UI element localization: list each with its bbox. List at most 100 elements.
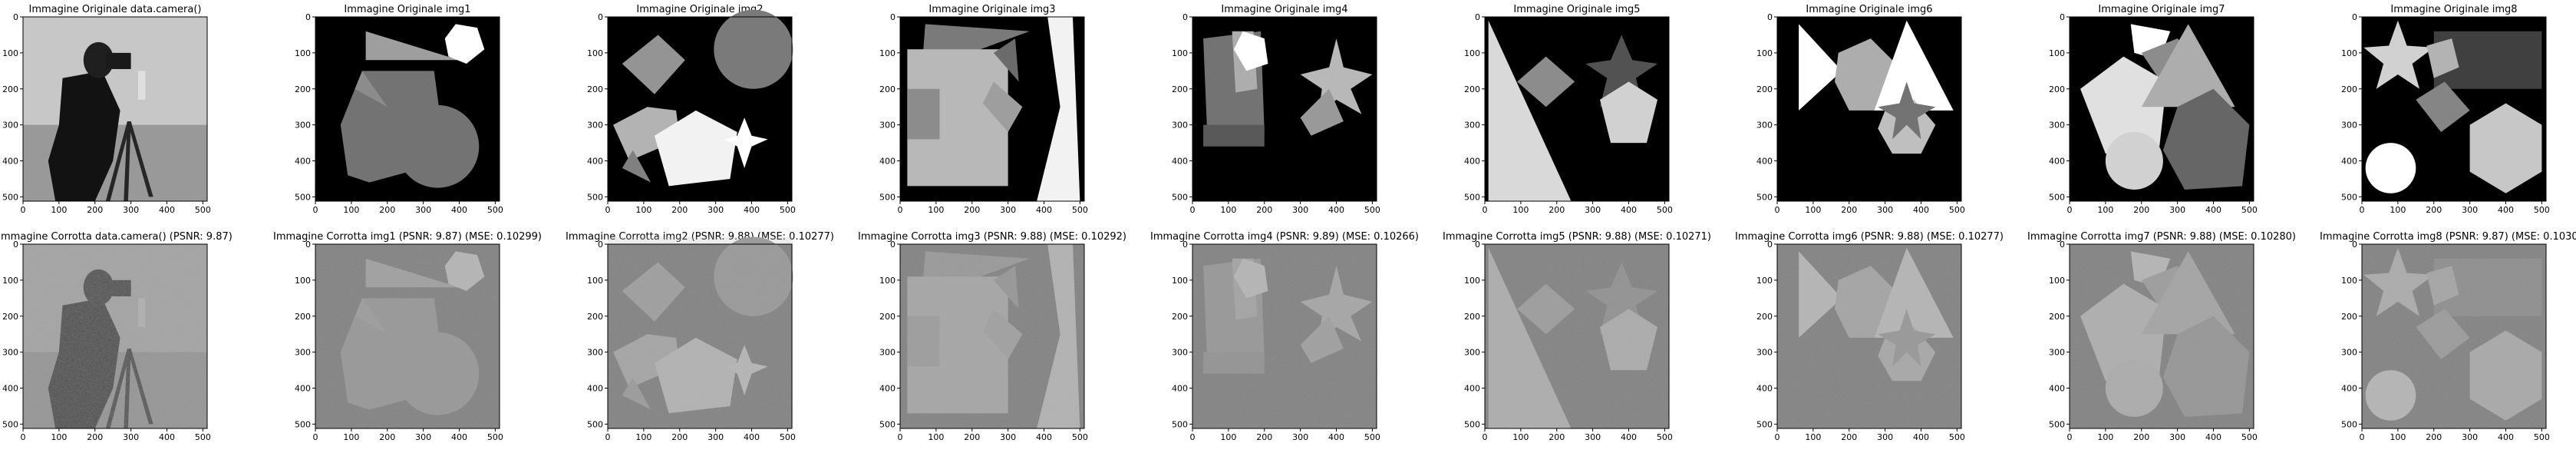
subplot-title: Immagine Corrotta img8 (PSNR: 9.87) (MSE… bbox=[2320, 231, 2576, 243]
x-tick-label: 500 bbox=[780, 205, 796, 215]
axes-frame bbox=[315, 16, 500, 202]
x-tick-label: 0 bbox=[21, 432, 26, 442]
subplot-title: Immagine Corrotta img4 (PSNR: 9.89) (MSE… bbox=[1150, 231, 1419, 243]
y-tick-label: 400 bbox=[587, 157, 603, 167]
y-tick-label: 0 bbox=[598, 12, 603, 22]
shape-circle bbox=[2365, 143, 2416, 193]
image-content bbox=[608, 236, 793, 428]
shape-star bbox=[2363, 20, 2434, 89]
y-tick-label: 100 bbox=[2049, 276, 2065, 286]
subplot-corrupted-7: Immagine Corrotta img6 (PSNR: 9.88) (MSE… bbox=[1735, 231, 2004, 442]
x-tick-label: 0 bbox=[2067, 205, 2073, 215]
image-content bbox=[608, 9, 793, 201]
subplot-title: Immagine Corrotta data.camera() (PSNR: 9… bbox=[0, 231, 233, 243]
x-tick-label: 100 bbox=[928, 205, 944, 215]
shape-hexagon bbox=[2162, 316, 2250, 417]
subplot-title: Immagine Originale img3 bbox=[928, 4, 1055, 15]
x-tick-label: 0 bbox=[605, 205, 611, 215]
x-tick-label: 0 bbox=[1483, 432, 1488, 442]
y-tick-label: 500 bbox=[1172, 419, 1188, 429]
y-tick-label: 400 bbox=[1464, 384, 1480, 394]
subplot-corrupted-2: Immagine Corrotta img1 (PSNR: 9.87) (MSE… bbox=[273, 231, 542, 442]
x-tick-label: 0 bbox=[898, 432, 903, 442]
shape-hourglass bbox=[1037, 244, 1080, 428]
subplot-corrupted-3: Immagine Corrotta img2 (PSNR: 9.88) (MSE… bbox=[566, 231, 834, 442]
y-tick-label: 400 bbox=[2341, 157, 2357, 167]
shape-hexagon bbox=[444, 24, 485, 64]
x-tick-label: 400 bbox=[1621, 432, 1637, 442]
x-tick-label: 0 bbox=[1190, 205, 1196, 215]
x-tick-label: 200 bbox=[964, 432, 980, 442]
x-tick-label: 300 bbox=[1585, 432, 1601, 442]
shape-triangle bbox=[1488, 247, 1572, 428]
axes-frame bbox=[1776, 16, 1962, 202]
shape-diamond bbox=[1300, 316, 1344, 363]
subplot-corrupted-9: Immagine Corrotta img8 (PSNR: 9.87) (MSE… bbox=[2320, 231, 2576, 442]
x-tick-label: 500 bbox=[1949, 432, 1965, 442]
shape-pentagon bbox=[654, 337, 737, 414]
x-tick-label: 400 bbox=[2205, 432, 2221, 442]
y-tick-label: 300 bbox=[2, 348, 18, 358]
shape-triangle bbox=[1874, 247, 1954, 338]
shape-pentagon bbox=[2080, 56, 2167, 154]
y-tick-label: 200 bbox=[1464, 84, 1480, 94]
x-tick-label: 100 bbox=[343, 205, 359, 215]
x-tick-label: 0 bbox=[1775, 432, 1780, 442]
x-tick-label: 300 bbox=[415, 432, 431, 442]
y-tick-label: 200 bbox=[879, 84, 895, 94]
shape-pentagon bbox=[1600, 81, 1657, 144]
x-tick-label: 300 bbox=[1292, 432, 1308, 442]
tripod-leg bbox=[105, 348, 131, 428]
y-tick-label: 500 bbox=[1756, 419, 1773, 429]
building bbox=[138, 71, 146, 100]
x-tick-label: 500 bbox=[1364, 432, 1380, 442]
y-tick-label: 300 bbox=[295, 348, 311, 358]
y-tick-label: 100 bbox=[587, 48, 603, 58]
camera bbox=[105, 52, 131, 69]
shape-rect bbox=[907, 88, 940, 140]
x-tick-label: 100 bbox=[1512, 432, 1529, 442]
image-content bbox=[1777, 17, 1961, 201]
y-tick-label: 200 bbox=[1756, 84, 1773, 94]
shape-rect bbox=[907, 316, 940, 367]
shape-triangle bbox=[1799, 24, 1842, 111]
subplot-corrupted-1: Immagine Corrotta data.camera() (PSNR: 9… bbox=[0, 231, 233, 442]
y-tick-label: 400 bbox=[1756, 157, 1773, 167]
image-content bbox=[900, 244, 1084, 428]
y-tick-label: 100 bbox=[2, 48, 18, 58]
subplot-title: Immagine Originale img4 bbox=[1221, 4, 1347, 15]
y-tick-label: 0 bbox=[1475, 240, 1480, 250]
x-tick-label: 400 bbox=[2498, 205, 2514, 215]
shape-square bbox=[622, 35, 685, 94]
x-tick-label: 0 bbox=[605, 432, 611, 442]
y-tick-label: 300 bbox=[2341, 348, 2357, 358]
x-tick-label: 300 bbox=[2462, 205, 2478, 215]
shape-quad bbox=[2426, 266, 2459, 306]
x-tick-label: 300 bbox=[123, 432, 139, 442]
y-tick-label: 300 bbox=[2341, 121, 2357, 131]
axes-frame bbox=[607, 16, 793, 202]
axes-frame bbox=[2361, 243, 2547, 429]
shape-hexagon bbox=[2469, 103, 2542, 193]
y-tick-label: 100 bbox=[295, 276, 311, 286]
x-tick-label: 200 bbox=[1256, 205, 1272, 215]
y-tick-label: 400 bbox=[879, 157, 895, 167]
y-tick-label: 100 bbox=[1756, 276, 1773, 286]
axes-frame bbox=[1776, 243, 1962, 429]
shape-triangle bbox=[1874, 20, 1954, 111]
x-tick-label: 100 bbox=[2390, 432, 2406, 442]
shape-triangle bbox=[365, 258, 460, 288]
axes-frame bbox=[899, 243, 1085, 429]
x-tick-label: 400 bbox=[1036, 432, 1052, 442]
y-tick-label: 200 bbox=[587, 312, 603, 322]
y-tick-label: 500 bbox=[2049, 419, 2065, 429]
x-tick-label: 500 bbox=[2534, 205, 2550, 215]
y-tick-label: 400 bbox=[2049, 157, 2065, 167]
axes-frame bbox=[22, 16, 208, 202]
y-tick-label: 0 bbox=[13, 240, 18, 250]
x-tick-label: 0 bbox=[1775, 205, 1780, 215]
x-tick-label: 500 bbox=[1364, 205, 1380, 215]
x-tick-label: 200 bbox=[671, 432, 688, 442]
